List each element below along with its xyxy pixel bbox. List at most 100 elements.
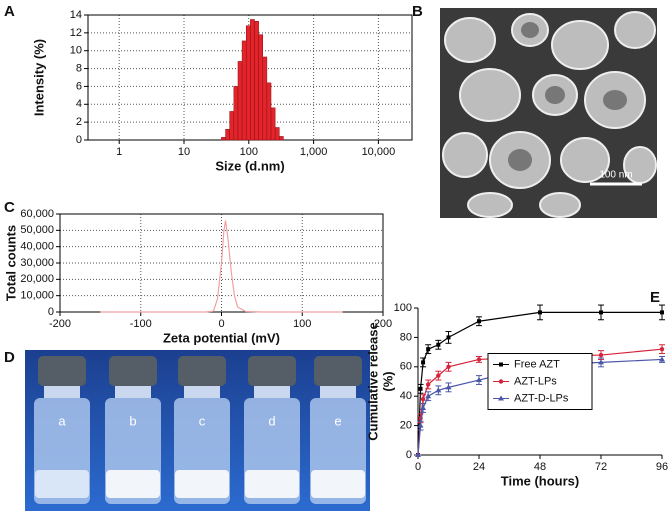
y-tick-label: 20,000	[20, 273, 54, 285]
y-tick-label: 40	[400, 390, 412, 402]
y-tick-label: 2	[76, 116, 82, 128]
vial-neck	[115, 386, 151, 398]
y-tick-label: 12	[70, 27, 82, 39]
y-axis-label: Cumulative release	[365, 322, 380, 441]
histogram-bar	[241, 40, 247, 141]
plot-frame	[59, 213, 384, 313]
histogram-bar	[262, 56, 268, 141]
vial-liquid	[311, 470, 365, 498]
y-tick-label: 0	[76, 134, 82, 146]
x-tick-label: 100	[240, 146, 258, 158]
y-tick-label: 4	[76, 98, 82, 110]
legend-label: AZT-D-LPs	[514, 392, 569, 404]
y-tick-label: 6	[76, 80, 82, 92]
vial-photo: D a b c d e	[4, 349, 370, 511]
histogram-bar	[225, 129, 230, 141]
x-tick-label: 48	[534, 461, 546, 473]
marker	[446, 364, 451, 369]
y-tick-label: 14	[70, 9, 82, 21]
marker	[660, 310, 664, 315]
vial-label: a	[58, 413, 66, 428]
marker	[426, 347, 431, 352]
marker	[446, 335, 451, 340]
vial-label: b	[129, 413, 136, 428]
marker	[420, 396, 426, 402]
marker	[445, 384, 452, 390]
x-tick-label: 24	[473, 461, 485, 473]
marker	[476, 377, 482, 383]
y-tick-label: 80	[400, 331, 412, 343]
x-tick-label: 1	[116, 146, 122, 158]
histogram-bar	[233, 86, 239, 141]
x-tick-label: 0	[415, 461, 421, 473]
vial-neck	[320, 386, 356, 398]
vial-cap	[38, 356, 86, 386]
x-tick-label: 100	[293, 318, 311, 330]
x-tick-label: 72	[595, 461, 607, 473]
y-tick-label: 0	[48, 306, 54, 318]
legend-label: Free AZT	[514, 358, 560, 370]
x-axis-label: Size (d.nm)	[215, 158, 284, 173]
panel-letter: E	[650, 289, 660, 306]
y-tick-label: 50,000	[20, 224, 54, 236]
marker	[436, 373, 441, 378]
histogram-bar	[258, 34, 264, 141]
vial-cap	[178, 356, 226, 386]
y-tick-label: 0	[406, 449, 412, 461]
vial-neck	[44, 386, 80, 398]
marker	[436, 342, 441, 347]
y-tick-label: 8	[76, 62, 82, 74]
histogram-bar	[254, 21, 259, 141]
marker	[498, 395, 504, 401]
vial-label: e	[334, 413, 341, 428]
histogram-bar	[221, 137, 226, 141]
histogram-bar	[237, 61, 243, 141]
vial-neck	[184, 386, 220, 398]
histogram-bar	[270, 107, 276, 141]
marker	[499, 362, 503, 367]
y-tick-label: 10	[70, 45, 82, 57]
marker	[498, 379, 504, 384]
y-tick-label: 30,000	[20, 257, 54, 269]
marker	[538, 310, 542, 315]
marker	[425, 393, 432, 399]
sem-image: 100 nm B	[412, 3, 657, 218]
x-tick-label: 200	[374, 318, 392, 330]
x-tick-label: 1,000	[300, 146, 328, 158]
y-tick-label: 60,000	[20, 208, 54, 220]
marker	[476, 357, 482, 362]
vesicle-cores	[508, 22, 627, 171]
data-line	[417, 311, 662, 456]
x-axis-label: Time (hours)	[501, 473, 580, 488]
histogram-bar	[245, 25, 251, 141]
vial-neck	[254, 386, 290, 398]
marker	[659, 346, 665, 352]
histogram-bar	[274, 127, 280, 141]
x-tick-label: 0	[218, 318, 224, 330]
marker	[421, 360, 426, 365]
vial-liquid	[245, 470, 299, 498]
marker	[420, 404, 427, 410]
vial-label: d	[268, 413, 275, 428]
vial-liquid	[35, 470, 89, 498]
panel-letter: B	[412, 3, 423, 20]
vial-cap	[314, 356, 362, 386]
x-tick-label: -200	[49, 318, 71, 330]
y-tick-label: 20	[400, 420, 412, 432]
data-line	[100, 220, 343, 313]
marker	[435, 387, 442, 393]
vial-liquid	[175, 470, 229, 498]
x-tick-label: 96	[656, 461, 668, 473]
x-tick-label: 10,000	[362, 146, 396, 158]
legend-label: AZT-LPs	[514, 375, 557, 387]
vesicles	[442, 11, 657, 218]
panel-letter: A	[4, 3, 15, 20]
marker	[417, 422, 424, 428]
marker	[598, 352, 604, 358]
y-axis-label: Total counts	[3, 225, 18, 301]
marker	[659, 356, 665, 362]
marker	[425, 382, 431, 387]
histogram-bar	[250, 19, 255, 141]
panel-letter: D	[4, 349, 15, 366]
